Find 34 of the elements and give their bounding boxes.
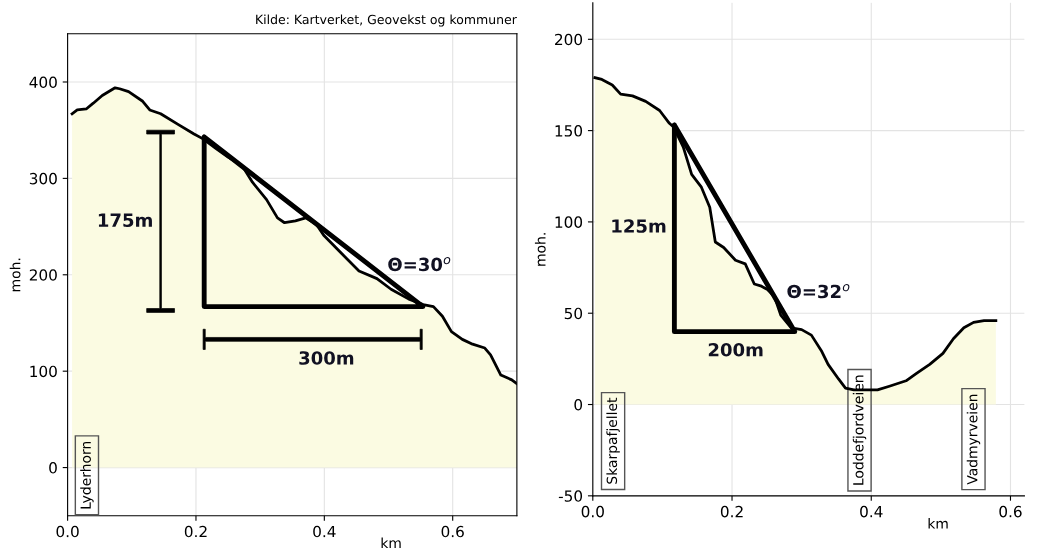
annotation: Lyderhorn [80, 441, 94, 509]
annotation: Θ=30$^{o}$ [388, 257, 451, 272]
x-tick-label: 0.6 [441, 525, 464, 538]
x-tick-label: 0.4 [313, 525, 336, 538]
y-tick-label: 150 [555, 125, 583, 137]
y-tick-label: 0 [49, 462, 57, 474]
x-tick-label: 0.0 [581, 505, 604, 518]
y-tick-label: 50 [564, 307, 583, 320]
x-tick-label: 0.4 [860, 505, 883, 518]
y-tick-label: 100 [555, 216, 583, 228]
text: Kilde: Kartverket, Geovekst og kommuner [256, 14, 517, 27]
annotation: Θ=32$^{o}$ [787, 284, 850, 299]
annotation: 200m [708, 342, 763, 357]
y-tick-label: 100 [30, 365, 57, 378]
y-tick-label: 0 [574, 398, 583, 411]
y-tick-label: 300 [29, 172, 57, 185]
annotation: Vadmyrveien [966, 394, 981, 485]
annotation: Skarpafjellet [606, 397, 620, 484]
annotation: Loddefjordveien [852, 375, 867, 485]
annotation: 300m [299, 351, 354, 365]
y-tick-label: 200 [29, 269, 57, 281]
x-tick-label: 0.2 [184, 525, 207, 538]
x-tick-label: 0.2 [720, 505, 743, 518]
x-axis-title: km [381, 537, 401, 549]
y-tick-label: 400 [29, 76, 57, 89]
y-tick-label: -50 [558, 490, 583, 502]
annotation: 175m [98, 213, 152, 228]
x-tick-label: 0.6 [999, 505, 1022, 518]
y-axis-title: moh. [534, 233, 546, 266]
y-tick-label: 200 [555, 33, 583, 46]
x-tick-label: 0.0 [56, 525, 79, 538]
x-axis-title: km [928, 518, 948, 529]
annotation: 125m [612, 219, 666, 233]
y-axis-title: moh. [9, 258, 21, 292]
